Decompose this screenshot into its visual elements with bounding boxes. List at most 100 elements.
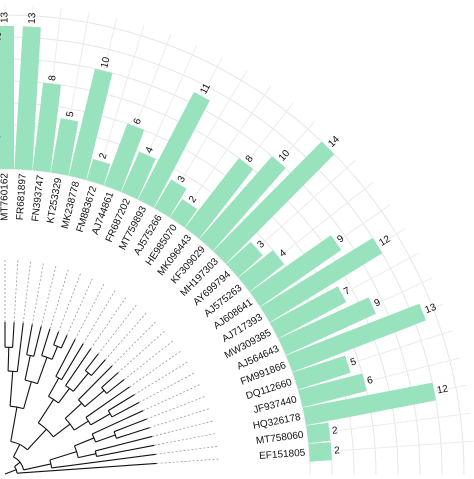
tree-branch	[55, 338, 76, 377]
tree-branch	[23, 381, 32, 409]
tree-branch-arc	[13, 456, 25, 471]
tree-branch	[27, 428, 47, 451]
value-label: 4	[144, 145, 156, 155]
value-label: 9	[335, 233, 346, 245]
phylogenetic-tree	[4, 322, 157, 475]
tree-branch	[106, 379, 125, 394]
tree-branch	[74, 437, 95, 447]
bar	[260, 237, 383, 323]
category-label: FR681897	[15, 173, 29, 221]
value-label: 13	[424, 302, 439, 316]
tree-branch-arc	[38, 422, 54, 438]
value-label: 12	[436, 384, 449, 397]
value-label: 3	[176, 174, 189, 185]
value-label: 10	[99, 55, 112, 69]
bar	[50, 118, 79, 176]
bar	[302, 382, 436, 426]
bar	[104, 123, 145, 192]
leader-line	[66, 278, 93, 336]
bar	[68, 68, 113, 180]
radial-tick-label: 3	[0, 131, 1, 142]
leader-line	[142, 384, 200, 411]
bar	[137, 92, 210, 208]
tree-branch	[101, 372, 119, 388]
tree-branch	[16, 462, 157, 474]
bar	[238, 250, 285, 292]
bar	[213, 141, 335, 264]
tree-branch	[95, 435, 153, 452]
tree-branch	[33, 326, 42, 357]
tree-branch	[111, 401, 140, 418]
value-label: 3	[255, 239, 267, 251]
tree-branch-arc	[94, 450, 98, 457]
bars	[0, 26, 436, 462]
tree-branch	[64, 402, 83, 419]
grid-radial	[307, 412, 472, 436]
value-label: 8	[47, 74, 59, 81]
tree-branch-arc	[49, 459, 53, 468]
tree-branch	[53, 331, 60, 346]
tree-branch	[10, 406, 18, 442]
value-label: 2	[332, 425, 339, 437]
tree-branch	[51, 346, 59, 360]
leader-line	[22, 261, 32, 324]
grid-radial	[309, 440, 474, 454]
tree-branch	[78, 453, 97, 459]
leader-line	[82, 290, 116, 344]
tree-branch	[65, 348, 92, 386]
value-label: 2	[334, 445, 341, 456]
tree-branch	[14, 461, 21, 468]
category-label: MT760162	[0, 173, 11, 221]
tree-branch-arc	[48, 395, 59, 404]
bar	[14, 26, 41, 171]
tree-branch	[108, 394, 135, 412]
bar	[121, 151, 156, 200]
tree-branch	[7, 347, 10, 372]
tree-branch	[72, 372, 89, 392]
value-label: 13	[0, 11, 11, 23]
tree-branch	[12, 444, 21, 458]
tree-branch	[41, 328, 51, 356]
tree-branch-arc	[55, 375, 62, 381]
tree-branch	[60, 335, 68, 349]
tree-branch	[49, 451, 77, 461]
tree-branch	[9, 371, 14, 407]
leader-line	[149, 408, 209, 429]
leader-line	[152, 420, 213, 437]
bar	[298, 373, 367, 408]
bar	[184, 158, 254, 239]
bar	[286, 303, 426, 373]
category-label: EF151805	[259, 448, 306, 462]
tree-branch	[58, 388, 70, 404]
value-label: 5	[65, 110, 77, 118]
tree-branch-arc	[107, 410, 113, 418]
bar	[249, 235, 342, 307]
tree-branch	[96, 444, 155, 457]
value-label: 9	[373, 297, 383, 309]
tree-branch	[113, 418, 147, 433]
bar	[308, 442, 332, 462]
value-label: 6	[366, 375, 375, 387]
leader-line	[156, 458, 219, 464]
leader-line	[146, 396, 205, 420]
tree-branch	[90, 413, 111, 426]
bar	[32, 82, 62, 173]
leader-line	[31, 263, 44, 325]
tree-branch	[92, 410, 144, 435]
tree-branch	[73, 420, 89, 431]
leader-line	[134, 361, 188, 395]
bar	[86, 158, 111, 186]
tree-branch	[116, 427, 150, 439]
tree-branch	[84, 353, 99, 371]
value-label: 6	[132, 117, 144, 126]
grid-radial	[94, 24, 145, 183]
tree-branch	[91, 359, 106, 376]
tree-branch	[51, 453, 156, 469]
tree-branch-arc	[85, 417, 92, 426]
value-label: 4	[278, 247, 290, 259]
tree-branch	[95, 434, 116, 443]
bar	[269, 286, 347, 339]
tree-branch-arc	[64, 418, 75, 431]
